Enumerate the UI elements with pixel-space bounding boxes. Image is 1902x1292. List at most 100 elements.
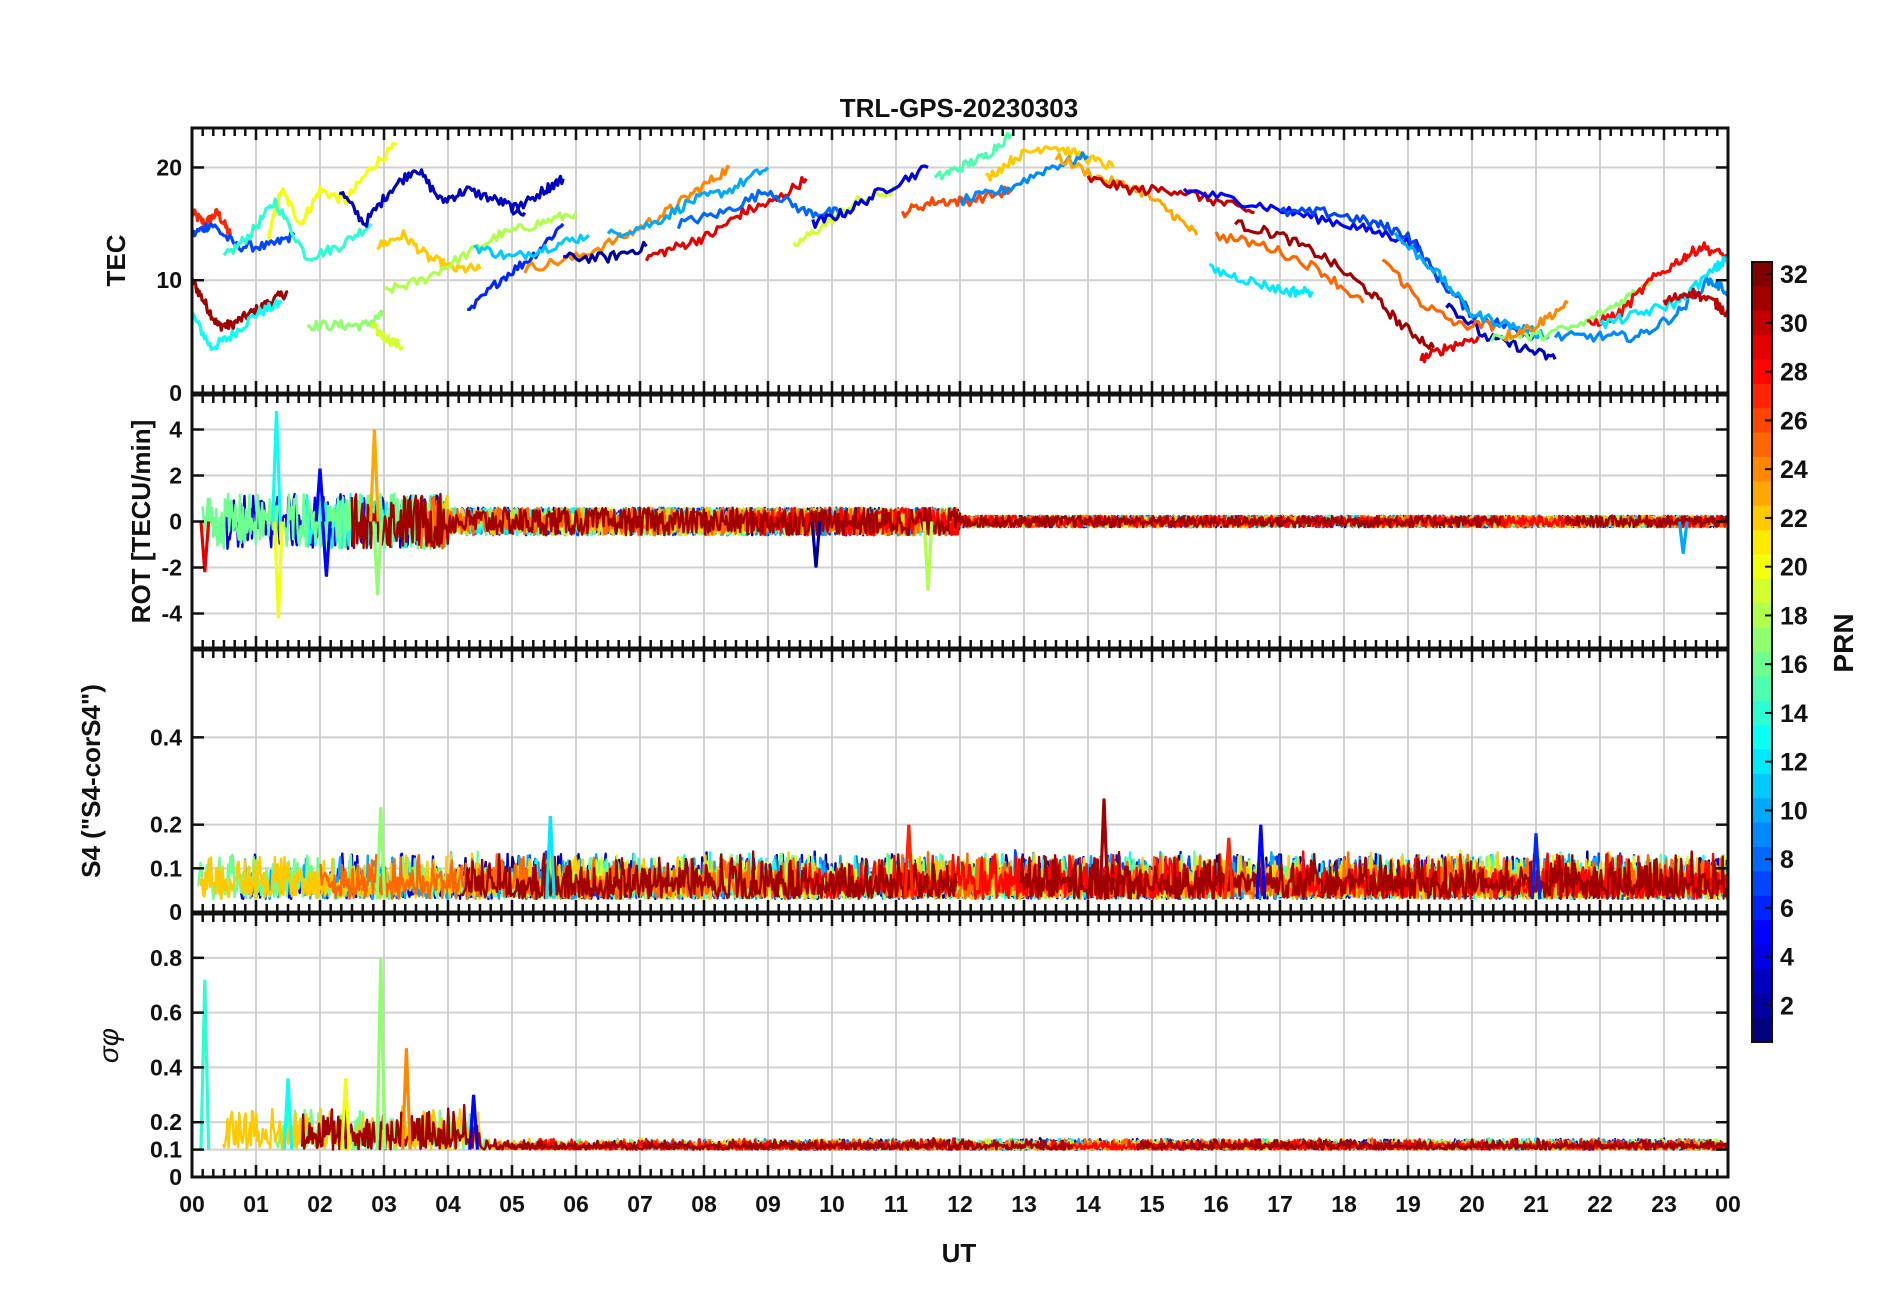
colorbar-cell — [1752, 993, 1772, 1019]
colorbar-cell — [1752, 847, 1772, 872]
colorbar-cell — [1752, 871, 1772, 897]
colorbar-cell — [1752, 676, 1772, 702]
xtick-label: 23 — [1651, 1191, 1677, 1217]
colorbar-cell — [1752, 749, 1772, 775]
tec-series-prn-29 — [1419, 335, 1480, 364]
colorbar-cell — [1752, 481, 1772, 507]
tec-series-prn-9 — [1553, 276, 1728, 344]
tec-series-prn-29 — [644, 176, 808, 262]
xtick-label: 00 — [179, 1191, 205, 1217]
tec-series-prn-10 — [606, 166, 770, 239]
panel-sigphi-ylabel: σφ — [93, 1028, 124, 1063]
tec-series-prn-30 — [1086, 175, 1255, 215]
ytick-label: 0 — [169, 509, 182, 535]
colorbar-cell — [1752, 652, 1772, 677]
ytick-label: -2 — [162, 555, 182, 581]
tec-series-prn-8 — [676, 188, 840, 230]
spike-prn-13 — [282, 1078, 294, 1150]
tec-series-prn-28 — [1586, 241, 1728, 328]
colorbar-tick-label: 32 — [1780, 261, 1808, 289]
panel-rot-xticks — [201, 395, 1719, 648]
colorbar-tick-label: 22 — [1780, 505, 1808, 533]
xtick-label: 10 — [819, 1191, 845, 1217]
ytick-label: -4 — [162, 601, 183, 627]
colorbar-cell — [1752, 457, 1772, 482]
xtick-label: 19 — [1395, 1191, 1421, 1217]
colorbar-cell — [1752, 773, 1772, 799]
tec-series-prn-5 — [1182, 187, 1422, 251]
ytick-label: 0.2 — [150, 1109, 182, 1135]
spike-prn-12 — [545, 815, 556, 899]
panel-sigphi-xticks — [201, 914, 1719, 1177]
tec-series-prn-17 — [1489, 279, 1653, 343]
colorbar-cell — [1752, 335, 1772, 361]
colorbar-tick-label: 8 — [1780, 846, 1794, 874]
colorbar-cell — [1752, 310, 1772, 336]
spike-prn-20 — [340, 1078, 351, 1150]
panel-s4-ylabel: S4 ("S4-corS4") — [76, 684, 106, 878]
colorbar-label: PRN — [1828, 613, 1859, 672]
tec-series-prn-15 — [934, 131, 1013, 181]
xtick-label: 03 — [371, 1191, 397, 1217]
trace-prn-28 — [802, 853, 1229, 900]
tec-series-prn-14 — [222, 197, 373, 262]
tec-series-prn-11 — [473, 233, 590, 261]
colorbar-cell — [1752, 286, 1772, 312]
colorbar-cell — [1752, 944, 1772, 970]
chart-title: TRL-GPS-20230303 — [840, 93, 1078, 123]
colorbar-cell — [1752, 627, 1772, 653]
xtick-label: 00 — [1715, 1191, 1741, 1217]
colorbar-tick-label: 24 — [1780, 456, 1808, 484]
colorbar-tick-label: 12 — [1780, 749, 1808, 777]
x-axis-label: UT — [942, 1238, 977, 1268]
xtick-label: 04 — [435, 1191, 461, 1217]
tec-series-prn-4 — [811, 164, 929, 229]
xtick-label: 11 — [884, 1191, 909, 1217]
trace-prn-31 — [300, 1103, 1074, 1151]
tec-series-prn-20 — [267, 141, 398, 241]
tec-series-prn-2 — [563, 240, 648, 264]
panel-rot-ylabel: ROT [TECU/min] — [126, 420, 156, 624]
colorbar-tick-label: 18 — [1780, 602, 1808, 630]
tec-series-prn-22 — [985, 145, 1116, 182]
spike-prn-17 — [375, 957, 387, 1150]
spike-prn-10 — [1677, 521, 1689, 554]
xtick-label: 01 — [243, 1191, 269, 1217]
panel-s4-xticks — [201, 650, 1719, 912]
tec-series-prn-30 — [1662, 287, 1728, 318]
spike-prn-27 — [1223, 837, 1235, 899]
colorbar-cell — [1752, 408, 1772, 434]
xtick-label: 05 — [499, 1191, 525, 1217]
tec-series-prn-25 — [1214, 231, 1365, 304]
tec-series-prn-23 — [1054, 152, 1199, 236]
colorbar-cell — [1752, 700, 1772, 726]
xtick-label: 18 — [1331, 1191, 1357, 1217]
colorbar-cell — [1752, 725, 1772, 751]
xtick-label: 16 — [1203, 1191, 1229, 1217]
xtick-label: 02 — [307, 1191, 333, 1217]
spike-prn-5 — [314, 468, 326, 522]
tec-series-prn-25 — [1381, 258, 1498, 332]
tec-series-prn-19 — [370, 322, 404, 351]
colorbar-cell — [1752, 895, 1772, 921]
colorbar-cell — [1752, 603, 1772, 629]
xtick-label: 07 — [627, 1191, 653, 1217]
tec-series-prn-3 — [511, 174, 565, 216]
colorbar-cell — [1752, 383, 1772, 409]
tec-series-prn-24 — [1503, 300, 1569, 342]
trace-prn-31 — [350, 492, 1503, 550]
spike-prn-13 — [271, 411, 282, 522]
ytick-label: 2 — [169, 463, 182, 489]
colorbar-cell — [1752, 530, 1772, 556]
ytick-label: 4 — [169, 417, 182, 443]
tec-series-prn-17 — [307, 309, 385, 332]
spike-prn-14 — [199, 979, 211, 1150]
tec-series-prn-13 — [192, 298, 283, 351]
colorbar-cell — [1752, 554, 1772, 580]
xtick-label: 12 — [947, 1191, 973, 1217]
xtick-label: 14 — [1075, 1191, 1101, 1217]
colorbar-cell — [1752, 1017, 1772, 1043]
data-layer — [192, 131, 1728, 1151]
tec-series-prn-3 — [338, 168, 527, 228]
